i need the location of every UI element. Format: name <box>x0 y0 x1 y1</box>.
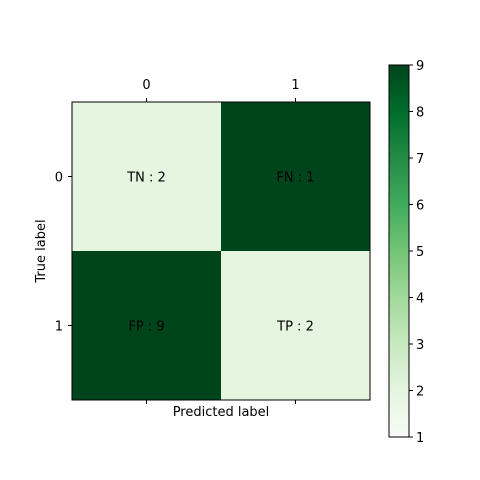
colorbar-tick-label: 9 <box>416 59 424 74</box>
y-tick-group: 01 <box>55 171 72 335</box>
colorbar-tick-label: 6 <box>416 199 424 214</box>
x-tick-label: 0 <box>142 78 150 93</box>
matrix-cell <box>221 102 370 251</box>
colorbar-tick-label: 5 <box>416 245 424 260</box>
colorbar <box>388 64 410 438</box>
colorbar-tick-label: 4 <box>416 292 424 307</box>
cell-label: FN : 1 <box>276 171 314 186</box>
matrix-cell <box>72 102 221 251</box>
colorbar-tick-label: 8 <box>416 106 424 121</box>
cell-label: FP : 9 <box>128 320 164 335</box>
colorbar-tick-label: 2 <box>416 385 424 400</box>
matrix-cell <box>72 251 221 400</box>
colorbar-tick-label: 1 <box>416 431 424 446</box>
cell-label: TP : 2 <box>276 320 314 335</box>
matrix-cells: TN : 2 FN : 1 FP : 9 TP : 2 <box>72 102 370 400</box>
plot-frame <box>71 101 371 401</box>
colorbar-tick-label: 3 <box>416 338 424 353</box>
matrix-cell <box>221 251 370 400</box>
cell-label: TN : 2 <box>126 171 166 186</box>
colorbar-tick-group: 1 2 3 4 5 6 7 8 9 <box>409 59 424 446</box>
colorbar-tick-label: 7 <box>416 152 424 167</box>
y-tick-label: 1 <box>55 320 63 335</box>
y-axis-label: True label <box>34 219 49 283</box>
y-tick-label: 0 <box>55 171 63 186</box>
x-tick-label: 1 <box>291 78 299 93</box>
x-axis-label: Predicted label <box>173 405 270 420</box>
